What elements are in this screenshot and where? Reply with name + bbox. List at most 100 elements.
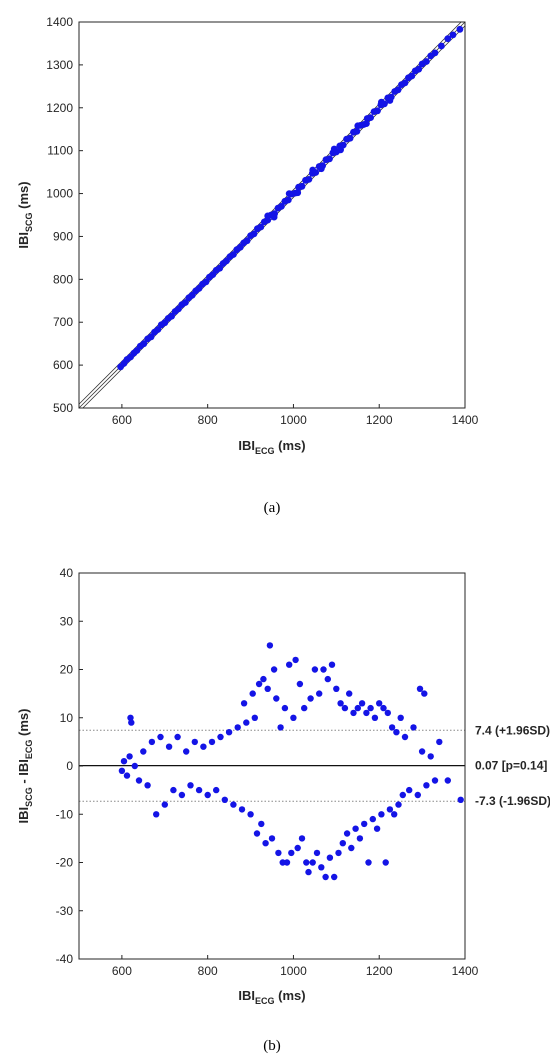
chart-a-point [444,35,452,43]
chart-b-point [356,835,364,842]
chart-b-point [361,820,368,828]
chart-b-point [436,738,443,746]
chart-b-point [414,791,421,799]
chart-a-point [374,107,381,115]
chart-b-point [358,700,366,707]
chart-b-point [213,786,220,794]
chart-b-point [191,738,198,746]
chart-b-x-label-sub: ECG [255,996,275,1006]
chart-a-point [309,166,317,174]
chart-b-point [281,704,289,712]
chart-b-point [165,743,173,750]
chart-a-point [243,237,251,245]
chart-b-point [270,666,278,673]
chart-b-point [208,738,216,746]
chart-b-point [296,680,304,688]
chart-b-point [331,873,338,881]
chart-b-y-label-sub2: ECG [24,740,34,760]
chart-b-point [290,714,297,721]
chart-b-point [221,796,228,803]
chart-a-y-tick-label: 1200 [46,101,73,115]
chart-b-point [324,675,331,683]
chart-b-mean-label: 0.07 [p=0.14] [475,759,547,773]
chart-b-point [253,830,261,837]
chart-a-point [216,264,224,272]
chart-a-y-label-main: IBI [16,232,31,249]
chart-b-point [337,700,344,707]
chart-b-point [127,714,134,721]
chart-b-point [305,868,312,876]
chart-b-y-label: IBISCG - IBIECG (ms) [16,709,34,824]
chart-b-x-tick-label: 1000 [280,964,307,978]
chart-b-point [384,709,391,717]
chart-b-point [249,690,256,697]
chart-b-point [341,704,349,712]
chart-b-point [391,811,398,818]
chart-a-point [278,203,285,210]
chart-a-point [431,49,439,57]
chart-b-point [148,738,156,746]
chart-b-point [365,859,372,866]
chart-a-x-label-main: IBI [238,438,255,453]
chart-a-point [353,127,361,135]
chart-b-y-tick-label: -40 [56,952,74,966]
chart-b-point [346,690,353,697]
chart-b-x-tick-label: 800 [198,964,218,978]
chart-b-point [316,690,323,697]
chart-b-point [423,782,430,789]
chart-b-point [298,835,306,842]
chart-a-y-tick-label: 1300 [46,58,73,72]
chart-b-point [309,859,316,866]
chart-b-x-label: IBIECG (ms) [238,988,305,1006]
chart-b-point [183,748,190,755]
chart-b-loa-upper-label: 7.4 (+1.96SD) [475,723,550,737]
chart-a-x-tick-label: 1400 [452,413,479,427]
chart-b-point [126,753,133,760]
chart-b-point [307,695,314,702]
chart-b-point [264,685,271,692]
chart-b-point [406,786,413,794]
chart-b-point [140,748,147,755]
chart-b-x-tick-label: 600 [112,964,132,978]
chart-a-point [346,134,354,142]
chart-b-point [273,695,280,702]
chart-b-point [457,796,464,803]
chart-b-point [416,685,424,692]
chart-a-point [415,65,423,73]
chart-b-y-tick-label: 0 [66,759,73,773]
chart-a-point [326,155,333,163]
chart-a-point [168,312,176,320]
chart-b-point [266,642,274,649]
chart-b-point [410,724,417,731]
chart-a-x-label: IBIECG (ms) [238,438,305,456]
chart-b-point [153,811,160,818]
chart-a-point [449,31,457,39]
chart-a-point [367,114,374,121]
chart-b-point [421,690,428,697]
chart-a-point [423,58,430,65]
chart-a-points [117,25,464,371]
chart-b-point [395,801,402,808]
chart-b-point [397,714,404,721]
chart-b-y-ticks: -40 -30 -20 -10 0 10 20 30 40 [56,566,83,966]
chart-a-point [250,230,258,238]
chart-a-y-tick-label: 700 [53,315,73,329]
chart-b-point [322,873,329,881]
chart-a-plot-area [78,21,466,409]
chart-b-point [386,806,394,813]
chart-a-point [456,25,464,33]
chart-b-point [367,704,374,712]
chart-a-point [270,213,278,221]
chart-b-point [187,782,194,789]
chart-b-point [255,680,263,688]
chart-a-point [202,278,210,286]
chart-a-y-tick-label: 800 [53,272,73,286]
chart-a-point [386,97,394,104]
chart-b-point [217,733,224,741]
chart-a-x-tick-label: 800 [198,413,218,427]
chart-b-point [275,849,282,857]
chart-a-y-tick-label: 1400 [46,15,73,29]
chart-b-y-tick-label: 10 [60,711,74,725]
chart-b-x-label-unit: (ms) [275,988,306,1003]
chart-b-point [240,700,248,707]
